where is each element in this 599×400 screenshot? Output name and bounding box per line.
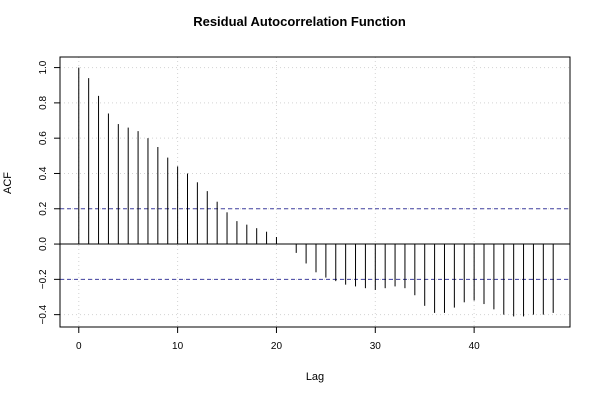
- y-tick-label: 0.0: [38, 237, 49, 251]
- y-tick-label: 0.6: [38, 131, 49, 145]
- x-axis-label: Lag: [305, 371, 325, 383]
- y-axis-label: ACF: [2, 172, 14, 194]
- x-tick-label: 30: [370, 341, 382, 352]
- y-tick-label: −0.4: [38, 304, 49, 324]
- x-tick-label: 0: [76, 341, 82, 352]
- plot-frame: [59, 56, 571, 328]
- x-tick-label: 20: [271, 341, 283, 352]
- x-tick-label: 10: [172, 341, 184, 352]
- y-tick-label: 0.2: [38, 201, 49, 215]
- y-tick-label: 0.8: [38, 95, 49, 109]
- y-tick-label: 1.0: [38, 60, 49, 74]
- y-tick-label: −0.2: [38, 269, 49, 289]
- chart-title: Residual Autocorrelation Function: [193, 14, 406, 29]
- x-tick-label: 40: [469, 341, 481, 352]
- y-tick-label: 0.4: [38, 166, 49, 180]
